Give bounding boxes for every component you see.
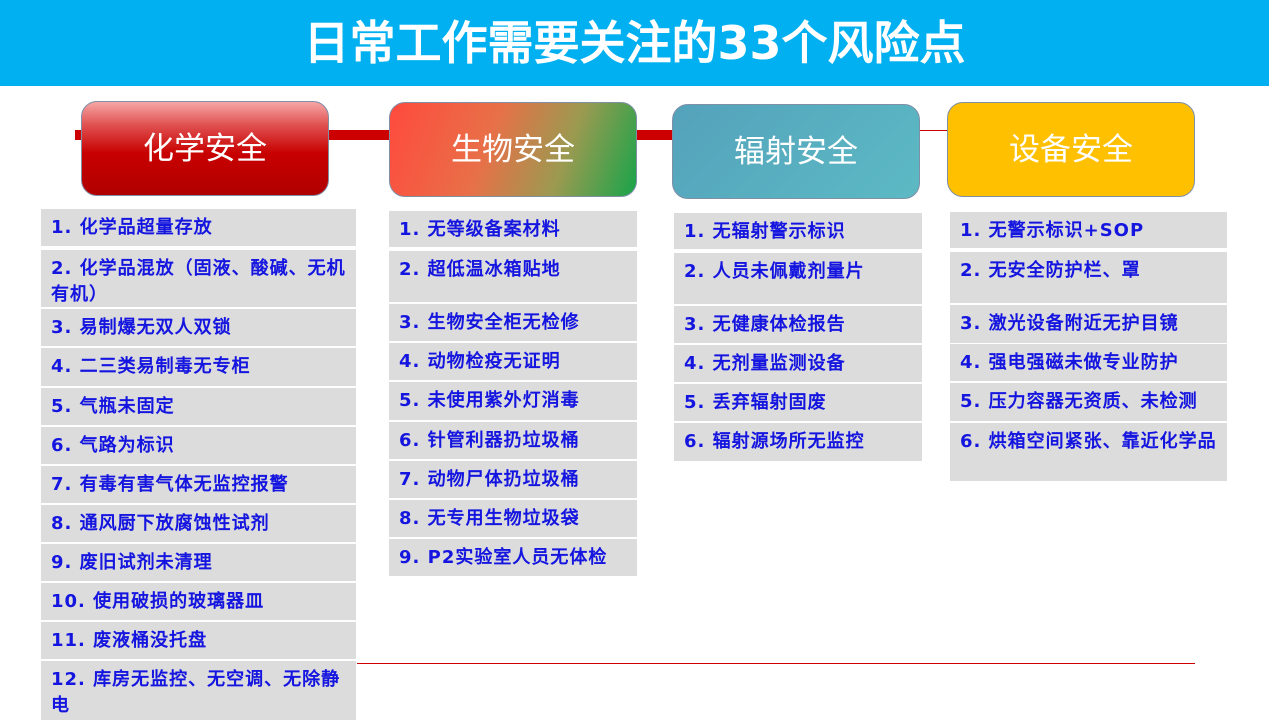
page-title: 日常工作需要关注的33个风险点 xyxy=(0,0,1269,86)
risk-item: 1. 无辐射警示标识 xyxy=(674,213,922,249)
risk-item: 3. 生物安全柜无检修 xyxy=(389,304,637,341)
risk-item: 9. P2实验室人员无体检 xyxy=(389,539,637,576)
risk-item: 4. 二三类易制毒无专柜 xyxy=(41,348,356,386)
risk-item: 8. 通风厨下放腐蚀性试剂 xyxy=(41,505,356,542)
risk-item: 4. 无剂量监测设备 xyxy=(674,345,922,382)
risk-item: 1. 无警示标识+SOP xyxy=(950,212,1227,248)
risk-item: 9. 废旧试剂未清理 xyxy=(41,544,356,581)
risk-item: 1. 化学品超量存放 xyxy=(41,209,356,246)
risk-item: 3. 易制爆无双人双锁 xyxy=(41,309,356,346)
risk-item: 1. 无等级备案材料 xyxy=(389,211,637,247)
risk-item: 3. 无健康体检报告 xyxy=(674,306,922,343)
category-header: 辐射安全 xyxy=(672,104,920,199)
risk-item: 2. 人员未佩戴剂量片 xyxy=(674,253,922,304)
risk-item: 6. 气路为标识 xyxy=(41,427,356,464)
risk-item: 4. 强电强磁未做专业防护 xyxy=(950,344,1227,381)
risk-item: 5. 丢弃辐射固废 xyxy=(674,384,922,421)
risk-item: 5. 气瓶未固定 xyxy=(41,388,356,425)
risk-item: 2. 化学品混放（固液、酸碱、无机有机） xyxy=(41,250,356,307)
risk-item: 6. 针管利器扔垃圾桶 xyxy=(389,422,637,459)
category-header: 设备安全 xyxy=(947,102,1195,197)
risk-item: 4. 动物检疫无证明 xyxy=(389,343,637,380)
divider-line xyxy=(357,663,1195,664)
connector-line xyxy=(75,130,675,140)
risk-item: 12. 库房无监控、无空调、无除静电 xyxy=(41,661,356,720)
risk-item: 3. 激光设备附近无护目镜 xyxy=(950,305,1227,343)
risk-item: 2. 超低温冰箱贴地 xyxy=(389,251,637,302)
risk-item: 6. 辐射源场所无监控 xyxy=(674,423,922,461)
risk-item: 10. 使用破损的玻璃器皿 xyxy=(41,583,356,620)
risk-item: 5. 压力容器无资质、未检测 xyxy=(950,383,1227,421)
risk-item: 6. 烘箱空间紧张、靠近化学品 xyxy=(950,423,1227,481)
risk-item: 11. 废液桶没托盘 xyxy=(41,622,356,659)
category-header: 生物安全 xyxy=(389,102,637,197)
risk-item: 8. 无专用生物垃圾袋 xyxy=(389,500,637,537)
risk-item: 7. 动物尸体扔垃圾桶 xyxy=(389,461,637,498)
risk-item: 7. 有毒有害气体无监控报警 xyxy=(41,466,356,503)
risk-item: 2. 无安全防护栏、罩 xyxy=(950,252,1227,303)
risk-item: 5. 未使用紫外灯消毒 xyxy=(389,382,637,420)
category-header: 化学安全 xyxy=(81,101,329,196)
